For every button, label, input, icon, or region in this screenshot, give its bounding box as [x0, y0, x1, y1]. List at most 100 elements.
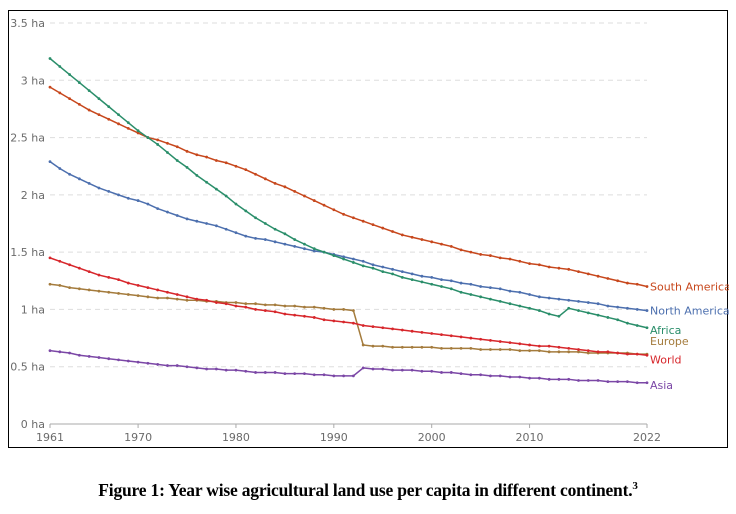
data-point: [68, 286, 71, 290]
data-point: [234, 202, 238, 206]
data-point: [508, 375, 512, 379]
data-point: [528, 376, 531, 380]
data-point: [586, 349, 590, 353]
series-label-asia: Asia: [650, 379, 673, 392]
line-chart: 0 ha 0.5 ha 1 ha 1.5 ha 2 ha 2.5 ha 3 ha 3.5 ha…: [10, 17, 729, 444]
data-point: [586, 351, 590, 355]
data-point: [322, 318, 326, 322]
data-point: [146, 295, 150, 299]
data-point: [293, 372, 297, 375]
data-point: [126, 121, 130, 125]
data-point: [283, 242, 287, 246]
data-point: [136, 294, 140, 298]
data-point: [557, 266, 561, 270]
series-line-world: [49, 257, 648, 357]
data-point: [547, 377, 551, 381]
data-point: [263, 371, 267, 374]
data-point: [175, 364, 179, 367]
data-point: [498, 374, 502, 378]
data-point: [537, 309, 541, 312]
data-point: [459, 248, 463, 252]
data-point: [547, 350, 551, 354]
data-point: [254, 308, 257, 311]
data-point: [596, 313, 600, 317]
data-point: [469, 293, 473, 296]
data-point: [430, 240, 434, 244]
data-point: [469, 336, 473, 340]
data-point: [87, 89, 91, 92]
data-point: [498, 300, 502, 303]
data-point: [205, 222, 208, 225]
series-asia: [48, 349, 649, 385]
data-point: [156, 296, 160, 300]
data-point: [469, 250, 473, 254]
data-point: [156, 288, 160, 292]
data-point: [303, 305, 306, 309]
data-point: [606, 277, 610, 280]
data-point: [645, 309, 649, 312]
data-point: [205, 367, 208, 371]
data-point: [410, 272, 414, 276]
data-point: [332, 308, 336, 311]
data-point: [97, 186, 101, 190]
data-point: [185, 217, 189, 221]
data-point: [283, 232, 287, 236]
data-point: [185, 365, 189, 369]
data-point: [166, 210, 169, 214]
data-point: [342, 320, 346, 324]
data-point: [58, 91, 62, 95]
y-axis: 0 ha 0.5 ha 1 ha 1.5 ha 2 ha 2.5 ha 3 ha 3.5 ha: [10, 17, 45, 431]
data-point: [58, 283, 62, 287]
data-point: [537, 295, 541, 299]
data-point: [508, 257, 512, 261]
data-point: [136, 199, 140, 202]
data-point: [146, 202, 150, 206]
data-point: [479, 285, 483, 288]
data-point: [224, 161, 228, 165]
data-point: [381, 344, 385, 348]
data-point: [77, 81, 81, 84]
data-point: [126, 293, 130, 296]
data-point: [508, 289, 512, 293]
data-point: [537, 349, 541, 353]
data-point: [518, 290, 522, 294]
data-point: [400, 270, 404, 274]
data-point: [567, 346, 571, 350]
data-point: [87, 108, 91, 112]
data-point: [293, 190, 297, 193]
data-point: [117, 122, 120, 126]
data-point: [97, 97, 101, 101]
y-tick-label: 2.5 ha: [10, 132, 45, 145]
data-point: [616, 380, 620, 384]
data-point: [626, 306, 629, 310]
data-point: [537, 376, 541, 380]
data-point: [400, 233, 404, 237]
data-point: [107, 117, 111, 121]
data-point: [596, 379, 600, 382]
data-point: [459, 290, 463, 294]
data-point: [596, 302, 600, 306]
data-point: [626, 281, 629, 285]
data-point: [606, 350, 610, 354]
data-point: [234, 164, 238, 168]
data-point: [126, 196, 130, 200]
data-point: [489, 286, 492, 290]
data-point: [361, 264, 365, 268]
data-point: [528, 293, 531, 296]
data-point: [224, 368, 228, 372]
data-point: [273, 310, 277, 314]
data-point: [303, 194, 306, 198]
data-point: [440, 333, 443, 337]
data-point: [77, 266, 81, 270]
data-point: [214, 301, 218, 304]
y-tick-label: 1.5 ha: [10, 246, 45, 259]
data-point: [166, 290, 169, 294]
data-point: [166, 364, 169, 367]
data-point: [469, 373, 473, 377]
data-point: [332, 208, 336, 212]
series-africa: [48, 57, 649, 330]
data-point: [557, 345, 561, 349]
data-point: [48, 57, 52, 60]
data-point: [430, 345, 434, 349]
